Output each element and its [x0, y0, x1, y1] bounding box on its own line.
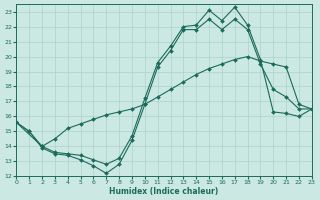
X-axis label: Humidex (Indice chaleur): Humidex (Indice chaleur): [109, 187, 219, 196]
